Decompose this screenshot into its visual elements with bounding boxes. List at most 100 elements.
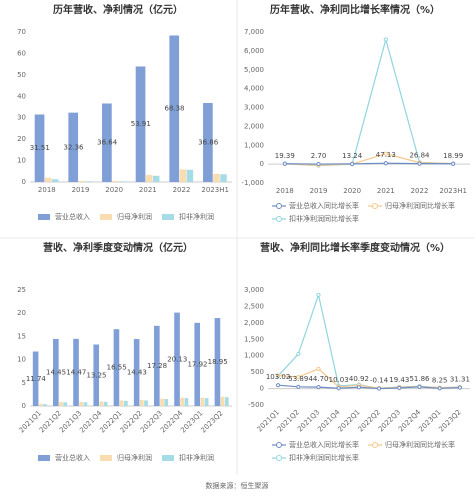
y-tick-label: 10 — [17, 157, 26, 165]
y-tick-label: 0 — [22, 402, 26, 410]
x-tick-label: 2022 — [173, 186, 191, 194]
bar — [152, 175, 160, 182]
y-tick-label: 1,000 — [244, 352, 264, 360]
x-tick-label: 2019 — [310, 187, 328, 195]
legend-swatch — [100, 455, 112, 461]
y-tick-label: 0 — [260, 385, 264, 393]
value-label: 31.51 — [30, 144, 50, 152]
legend-label: 营业总收入 — [55, 212, 90, 221]
point — [276, 373, 281, 378]
bar — [32, 351, 39, 406]
y-tick-label: 20 — [17, 309, 26, 317]
value-label: 20.13 — [167, 355, 187, 363]
bar — [154, 325, 160, 406]
y-tick-label: 40 — [17, 92, 26, 100]
point — [282, 161, 287, 166]
bar — [34, 114, 45, 182]
value-label: 13.24 — [342, 152, 363, 160]
bar — [220, 174, 227, 182]
legend-swatch — [162, 455, 174, 461]
point — [296, 374, 301, 380]
bar — [179, 169, 187, 182]
y-tick-label: 1,500 — [244, 335, 264, 343]
bar — [93, 344, 100, 406]
legend-swatch — [38, 214, 50, 220]
bar — [38, 403, 43, 406]
y-tick-label: 2,500 — [244, 302, 264, 310]
point — [316, 385, 321, 390]
bar — [200, 397, 205, 406]
value-label: 16.55 — [107, 364, 127, 372]
bar — [51, 179, 59, 182]
point — [296, 384, 301, 389]
bar — [164, 399, 169, 406]
value-label: 14.47 — [66, 368, 86, 376]
point — [417, 384, 422, 389]
line — [278, 384, 460, 390]
point — [356, 385, 361, 390]
bar — [83, 402, 88, 406]
bar — [103, 401, 108, 406]
legend-label: 归母净利润同比增长率 — [385, 440, 455, 449]
y-tick-label: 15 — [17, 332, 26, 340]
y-tick-label: 25 — [17, 286, 26, 294]
x-tick-label: 2018 — [38, 186, 56, 194]
y-tick-label: 60 — [17, 49, 26, 57]
bar — [224, 397, 229, 406]
legend-swatch — [38, 455, 50, 461]
legend-swatch — [372, 442, 378, 448]
y-tick-label: -1,000 — [241, 179, 264, 187]
point — [296, 351, 301, 357]
bar — [174, 312, 180, 406]
value-label: 26.84 — [409, 152, 430, 160]
value-label: 53.89 — [288, 375, 308, 383]
legend-label: 扣非净利润同比增长率 — [289, 453, 359, 462]
point — [383, 37, 388, 42]
bar — [135, 66, 146, 182]
bar — [79, 401, 84, 406]
point — [336, 386, 341, 391]
chart-title: 营收、净利季度变动情况（亿元） — [43, 241, 193, 254]
y-tick-label: 3,000 — [244, 104, 264, 112]
bar — [214, 318, 221, 406]
x-tick-label: 2018 — [276, 187, 294, 195]
bar — [59, 401, 63, 406]
value-label: 14.43 — [127, 369, 147, 377]
point — [451, 161, 456, 166]
y-tick-label: 30 — [17, 114, 26, 122]
legend-swatch — [276, 455, 282, 461]
value-label: 18.95 — [208, 358, 228, 366]
value-label: 44.70 — [308, 375, 328, 383]
y-tick-label: 4,000 — [244, 85, 264, 93]
point — [457, 385, 462, 390]
legend-label: 扣非净利润 — [179, 212, 214, 221]
point — [316, 161, 321, 167]
point — [437, 386, 442, 391]
value-label: 2.70 — [311, 152, 327, 160]
legend-label: 归母净利润 — [117, 453, 152, 462]
legend-label: 营业总收入同比增长率 — [289, 440, 359, 449]
x-tick-label: 2023H1 — [201, 186, 229, 194]
bar — [63, 402, 68, 406]
value-label: 17.92 — [187, 360, 207, 368]
value-label: 103.02 — [266, 373, 291, 381]
bar — [43, 404, 47, 406]
x-tick-label: 2021 — [139, 186, 157, 194]
value-label: 19.39 — [275, 152, 295, 160]
value-label: -0.14 — [370, 377, 389, 385]
bar — [145, 174, 153, 182]
y-tick-label: 3,000 — [244, 286, 264, 294]
value-label: 17.28 — [147, 362, 167, 370]
y-tick-label: 70 — [17, 28, 26, 36]
value-label: 32.36 — [63, 143, 84, 151]
value-label: 68.38 — [164, 105, 184, 113]
y-tick-label: 20 — [17, 135, 26, 143]
x-tick-label: 2023Q2 — [437, 408, 462, 433]
value-label: 47.13 — [376, 151, 396, 159]
bar — [184, 398, 189, 406]
y-tick-label: 10 — [17, 356, 26, 364]
y-tick-label: 0 — [260, 160, 264, 168]
bar — [139, 399, 144, 406]
y-tick-label: 2,000 — [244, 319, 264, 327]
